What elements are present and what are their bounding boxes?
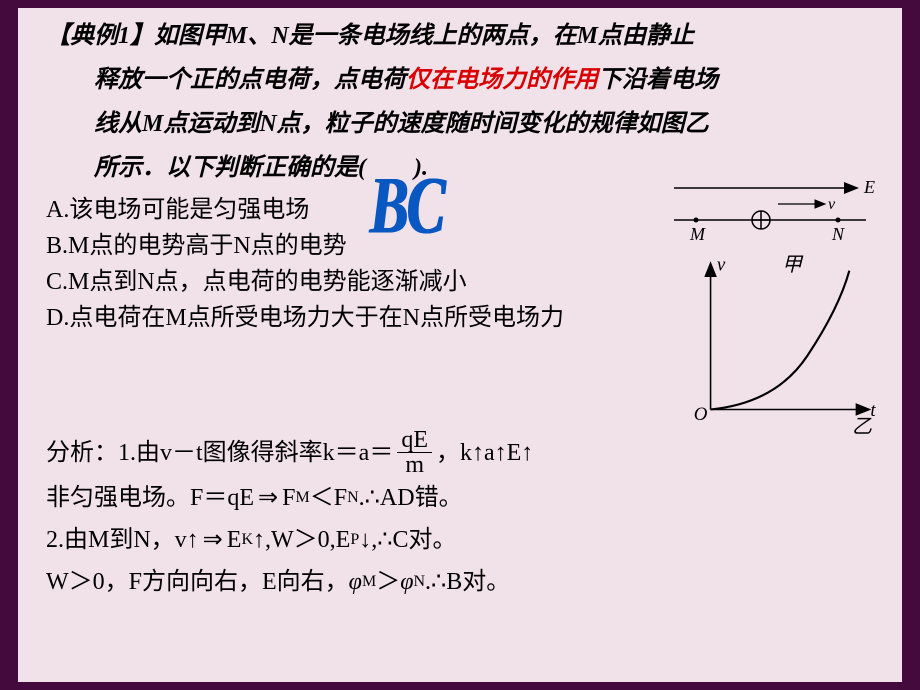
analysis-line2: 非匀强电场。F＝qE ⇒ FM ＜ FN .∴AD错。 [46, 477, 533, 519]
analysis-block: 分析：1.由v－t图像得斜率k＝a＝ qE m ，k↑a↑E↑ 非匀强电场。F＝… [46, 428, 533, 603]
problem-line1: 【典例1】如图甲M、N是一条电场线上的两点，在M点由静止 [46, 14, 882, 58]
svg-text:E: E [863, 177, 875, 197]
analysis-line3: 2.由M到N，v↑ ⇒ EK ↑,W＞0,EP ↓,∴C对。 [46, 519, 533, 561]
svg-text:O: O [694, 404, 708, 420]
figure-bottom-caption: 乙 [852, 410, 872, 439]
answer-label: BC [370, 158, 444, 253]
problem-text: 【典例1】如图甲M、N是一条电场线上的两点，在M点由静止 释放一个正的点电荷，点… [46, 14, 882, 190]
figure-bottom: v t O [674, 256, 888, 420]
problem-line3: 线从M点运动到N点，粒子的速度随时间变化的规律如图乙 [46, 102, 882, 146]
analysis-line1: 分析：1.由v－t图像得斜率k＝a＝ qE m ，k↑a↑E↑ [46, 428, 533, 477]
svg-text:v: v [828, 196, 836, 213]
figure-top: E v M N [666, 176, 878, 254]
problem-line2: 释放一个正的点电荷，点电荷仅在电场力的作用下沿着电场 [46, 58, 882, 102]
analysis-line4: W＞0，F方向向右，E向右， φM ＞ φN .∴B对。 [46, 561, 533, 603]
svg-text:N: N [831, 224, 845, 244]
svg-text:v: v [717, 256, 726, 276]
svg-text:M: M [689, 224, 706, 244]
fraction: qE m [397, 428, 432, 477]
highlight-text: 仅在电场力的作用 [406, 67, 598, 93]
